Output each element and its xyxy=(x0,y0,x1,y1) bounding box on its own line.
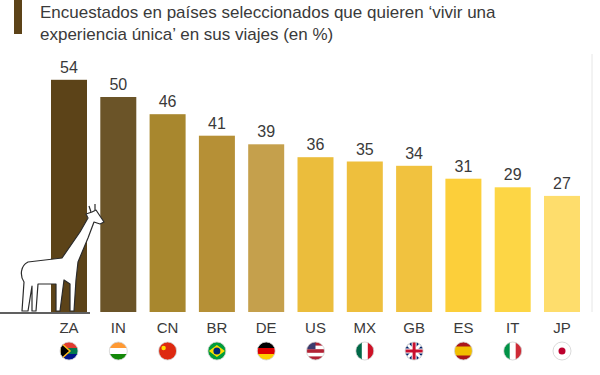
flag-border xyxy=(504,342,522,360)
category-label: CN xyxy=(157,319,179,336)
data-label: 36 xyxy=(307,136,325,153)
flag xyxy=(356,342,375,360)
flag xyxy=(504,342,523,360)
flag-part xyxy=(454,347,472,352)
title-marker xyxy=(14,0,22,34)
flag xyxy=(159,342,177,360)
flag-part xyxy=(109,348,127,355)
flag xyxy=(109,342,127,361)
category-label: DE xyxy=(256,319,277,336)
flag-part xyxy=(559,348,566,355)
flag xyxy=(405,342,423,360)
bar xyxy=(347,162,383,313)
flag-border xyxy=(405,342,423,360)
data-label: 31 xyxy=(455,158,473,175)
bar xyxy=(100,97,136,312)
category-label: IN xyxy=(111,319,126,336)
flag-border xyxy=(109,342,127,360)
flag-part xyxy=(109,342,127,349)
flag-part xyxy=(257,342,275,349)
data-label: 54 xyxy=(60,59,78,76)
giraffe-horns xyxy=(89,204,95,212)
category-label: US xyxy=(305,319,326,336)
data-label: 35 xyxy=(356,141,374,158)
category-label: IT xyxy=(506,319,519,336)
bar xyxy=(298,157,334,312)
bar xyxy=(495,187,531,312)
category-label: ZA xyxy=(59,319,78,336)
data-label: 50 xyxy=(109,76,127,93)
flag-part xyxy=(504,342,511,360)
title: Encuestados en países seleccionados que … xyxy=(40,2,510,46)
flag-part xyxy=(208,342,226,360)
flag-part xyxy=(307,353,325,357)
flag-part xyxy=(161,346,165,350)
flag-part xyxy=(213,348,220,355)
flag-border xyxy=(553,342,571,360)
flag-part xyxy=(356,342,363,360)
flag-part xyxy=(257,348,275,355)
flag xyxy=(60,342,78,361)
flag-border xyxy=(257,342,275,360)
flag-part xyxy=(510,342,517,360)
category-label: ES xyxy=(453,319,473,336)
flag-part xyxy=(209,345,225,357)
giraffe xyxy=(21,210,104,311)
flag-border xyxy=(208,342,226,360)
y-axis-line xyxy=(592,54,593,312)
chart: 54 50 46 41 39 36 35 34 31 29 27 ZA IN CN BR DE US MX GB ES… xyxy=(0,0,600,375)
category-label: GB xyxy=(403,319,425,336)
bar xyxy=(445,179,481,312)
flag xyxy=(454,342,472,361)
category-label: MX xyxy=(354,319,377,336)
flag-part xyxy=(413,342,416,360)
flag-part xyxy=(454,351,472,356)
data-label: 46 xyxy=(159,93,177,110)
data-label: 27 xyxy=(553,175,571,192)
bars xyxy=(51,80,580,312)
flag xyxy=(208,342,226,360)
data-label: 29 xyxy=(504,166,522,183)
flag-part xyxy=(362,342,369,360)
flag-part xyxy=(553,342,571,360)
bar xyxy=(544,196,580,312)
flag-part xyxy=(307,349,325,353)
data-label: 34 xyxy=(405,145,423,162)
flag-border xyxy=(159,342,177,360)
flag xyxy=(553,342,571,360)
flag-part xyxy=(405,342,423,360)
flag-border xyxy=(454,342,472,360)
flag-part xyxy=(60,342,70,360)
flag-part xyxy=(405,342,423,360)
bar xyxy=(150,114,186,312)
baseline xyxy=(0,312,90,314)
category-label: JP xyxy=(553,319,571,336)
flag xyxy=(257,342,275,361)
flag-border xyxy=(60,342,78,360)
data-label: 39 xyxy=(257,123,275,140)
flag xyxy=(307,342,325,361)
bar xyxy=(248,144,284,312)
category-label: BR xyxy=(206,319,227,336)
flag-part xyxy=(159,342,177,360)
flag-border xyxy=(307,342,325,360)
flag-border xyxy=(356,342,374,360)
bar xyxy=(396,166,432,312)
data-label: 41 xyxy=(208,115,226,132)
bar xyxy=(199,136,235,312)
